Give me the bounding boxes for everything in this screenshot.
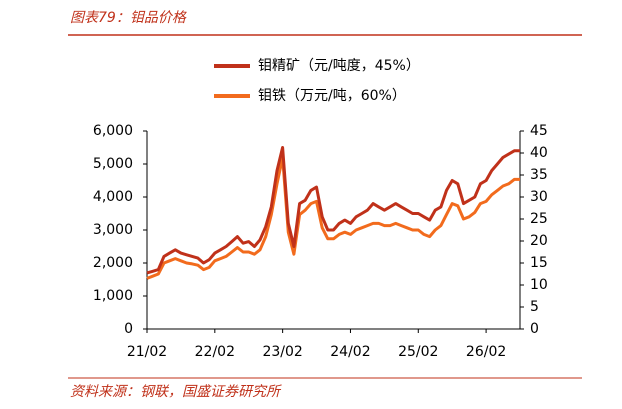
- y2-tick-label: 40: [530, 145, 548, 161]
- y-tick-label: 4,000: [93, 189, 133, 205]
- series-line: [146, 155, 520, 280]
- y2-tick-label: 15: [530, 255, 548, 271]
- y-tick-label: 1,000: [93, 288, 133, 304]
- y-tick-label: 2,000: [93, 255, 133, 271]
- y2-tick-label: 0: [530, 321, 539, 337]
- y2-tick-label: 45: [530, 123, 548, 139]
- x-tick-label: 23/02: [262, 344, 302, 360]
- chart-title: 图表79：钼品价格: [70, 10, 187, 26]
- x-tick-label: 21/02: [127, 344, 167, 360]
- x-tick-label: 25/02: [398, 344, 438, 360]
- y2-tick-label: 35: [530, 167, 548, 183]
- y2-tick-label: 10: [530, 277, 548, 293]
- y-tick-label: 0: [124, 321, 133, 337]
- legend-label: 钼精矿（元/吨度，45%）: [258, 58, 420, 74]
- y2-tick-label: 30: [530, 189, 548, 205]
- y2-tick-label: 25: [530, 211, 548, 227]
- series-line: [146, 146, 520, 275]
- y2-tick-label: 5: [530, 299, 539, 315]
- source-note: 资料来源：钢联，国盛证券研究所: [70, 384, 282, 400]
- y-tick-label: 5,000: [93, 156, 133, 172]
- y2-tick-label: 20: [530, 233, 548, 249]
- y-tick-label: 3,000: [93, 222, 133, 238]
- legend-label: 钼铁（万元/吨，60%）: [258, 88, 406, 104]
- x-tick-label: 24/02: [330, 344, 370, 360]
- y-tick-label: 6,000: [93, 123, 133, 139]
- x-tick-label: 26/02: [466, 344, 506, 360]
- x-tick-label: 22/02: [195, 344, 235, 360]
